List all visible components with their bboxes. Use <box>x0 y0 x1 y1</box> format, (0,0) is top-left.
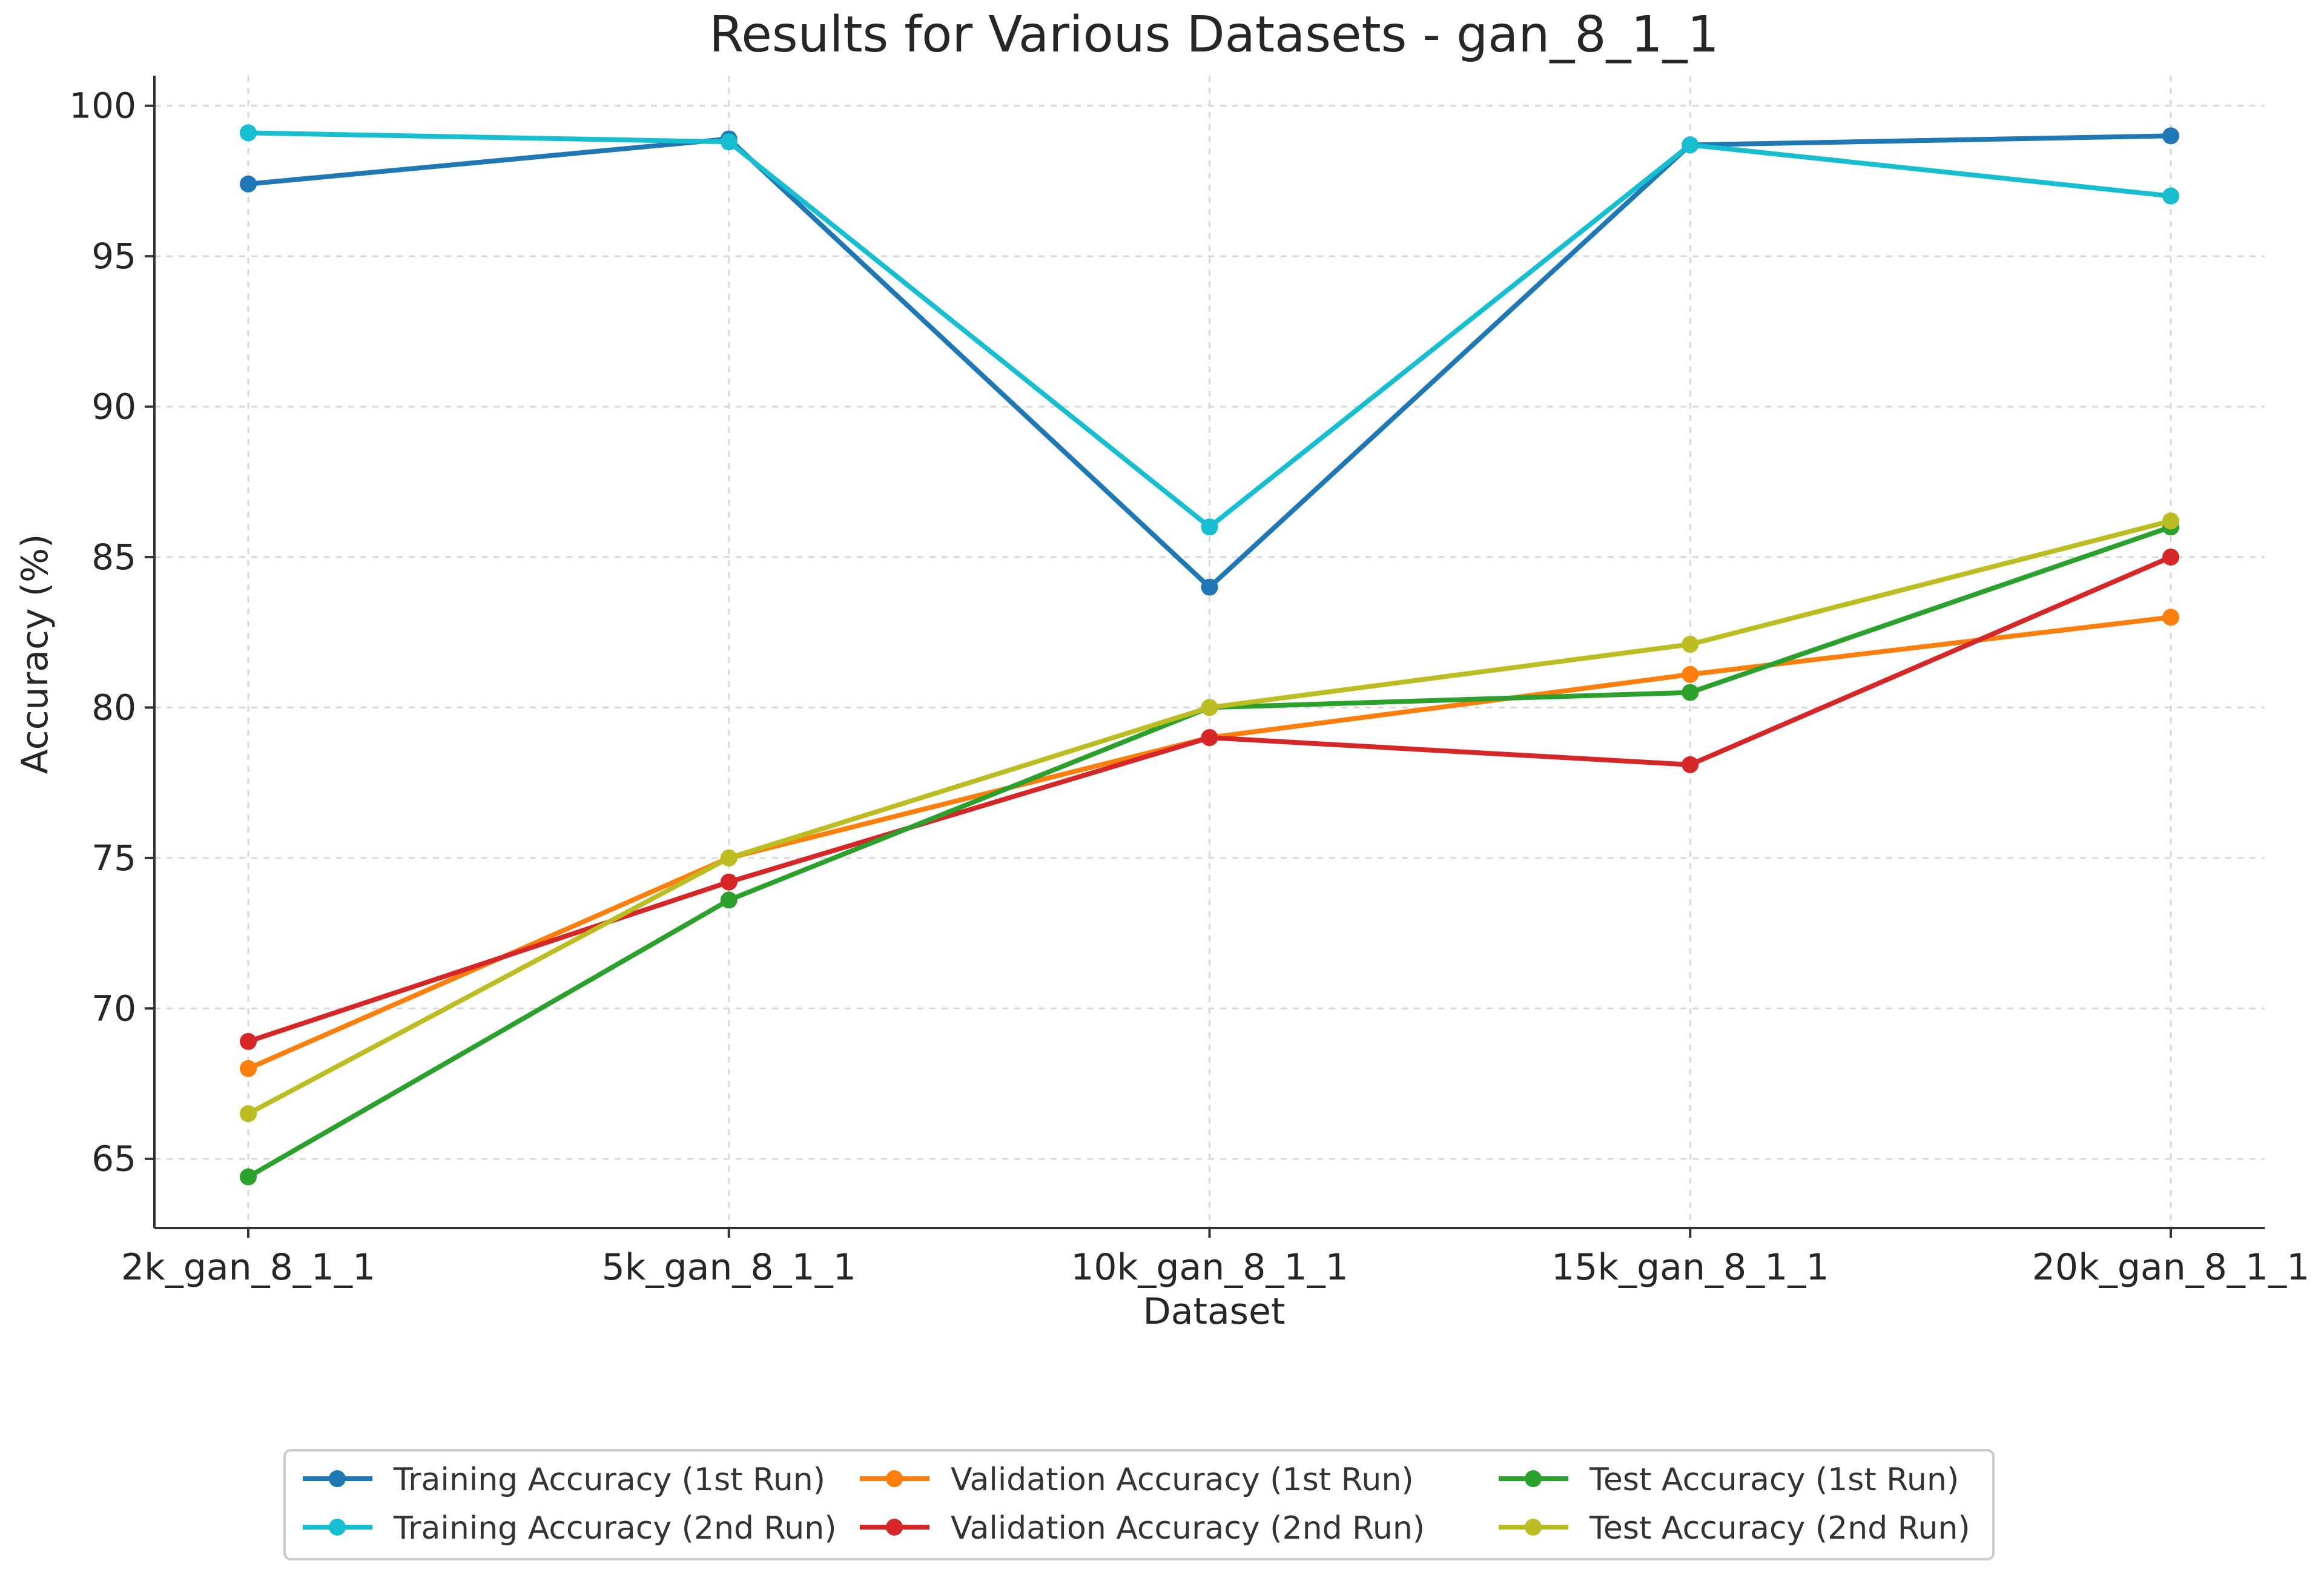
data-point <box>240 1032 257 1050</box>
y-tick-label: 100 <box>69 85 136 127</box>
data-point <box>1682 756 1699 773</box>
series-validation-accuracy-2nd-run <box>240 548 2179 1050</box>
legend-entry: Test Accuracy (1st Run) <box>1499 1462 1959 1498</box>
y-tick-label: 85 <box>91 537 136 578</box>
y-tick-label: 65 <box>91 1138 136 1180</box>
data-point <box>1201 578 1218 596</box>
y-tick-label: 95 <box>91 236 136 277</box>
data-point <box>1682 636 1699 653</box>
data-point <box>240 124 257 142</box>
data-point <box>240 1168 257 1186</box>
legend-entry: Validation Accuracy (1st Run) <box>860 1462 1414 1498</box>
legend-label: Training Accuracy (2nd Run) <box>393 1510 837 1547</box>
data-point <box>1201 729 1218 747</box>
x-tick-label: 15k_gan_8_1_1 <box>1551 1246 1829 1289</box>
legend-entry: Training Accuracy (2nd Run) <box>303 1510 837 1547</box>
legend-entry: Training Accuracy (1st Run) <box>303 1462 825 1498</box>
data-point <box>720 849 738 867</box>
legend-label: Test Accuracy (1st Run) <box>1589 1462 1959 1498</box>
y-tick-label: 90 <box>91 386 136 428</box>
x-tick-label: 20k_gan_8_1_1 <box>2032 1246 2310 1289</box>
legend-entry: Test Accuracy (2nd Run) <box>1499 1510 1970 1547</box>
data-point <box>1201 699 1218 716</box>
data-point <box>1682 136 1699 154</box>
x-tick-label: 10k_gan_8_1_1 <box>1071 1246 1349 1289</box>
data-point <box>240 175 257 193</box>
y-axis-label: Accuracy (%) <box>14 534 56 774</box>
legend-label: Test Accuracy (2nd Run) <box>1589 1510 1970 1547</box>
data-point <box>1201 518 1218 536</box>
legend-marker <box>1525 1470 1542 1487</box>
series-test-accuracy-2nd-run <box>240 512 2179 1123</box>
legend-marker <box>886 1519 903 1536</box>
legend-label: Validation Accuracy (1st Run) <box>951 1462 1414 1498</box>
legend-marker <box>329 1519 346 1536</box>
legend-label: Validation Accuracy (2nd Run) <box>951 1510 1425 1547</box>
axes <box>145 76 2265 1238</box>
y-tick-label: 80 <box>91 687 136 728</box>
tick-labels: 65 70 75 80 85 90 95 100 2k_gan_8_1_1 5k_gan_8_1_… <box>69 85 2309 1289</box>
data-point <box>240 1060 257 1077</box>
legend-marker <box>886 1470 903 1487</box>
chart-title: Results for Various Datasets - gan_8_1_1 <box>709 6 1719 64</box>
data-point <box>2162 548 2179 566</box>
legend-marker <box>1525 1519 1542 1536</box>
data-point <box>2162 512 2179 530</box>
series-training-accuracy-2nd-run <box>240 124 2179 536</box>
data-point <box>1682 684 1699 701</box>
x-axis-label: Dataset <box>1143 1290 1286 1333</box>
legend-marker <box>329 1470 346 1487</box>
data-point <box>1682 665 1699 683</box>
data-point <box>2162 187 2179 205</box>
data-point <box>720 891 738 909</box>
legend-label: Training Accuracy (1st Run) <box>393 1462 825 1498</box>
data-point <box>240 1105 257 1123</box>
data-point <box>720 873 738 891</box>
legend-entry: Validation Accuracy (2nd Run) <box>860 1510 1425 1547</box>
data-point <box>2162 609 2179 626</box>
x-tick-label: 5k_gan_8_1_1 <box>602 1246 856 1289</box>
data-series <box>240 124 2179 1186</box>
grid-lines <box>154 76 2265 1228</box>
data-point <box>2162 127 2179 145</box>
x-tick-label: 2k_gan_8_1_1 <box>121 1246 375 1289</box>
legend: Training Accuracy (1st Run) Training Accu… <box>283 1449 1995 1560</box>
data-point <box>720 133 738 151</box>
y-tick-label: 75 <box>91 837 136 879</box>
y-tick-label: 70 <box>91 988 136 1029</box>
